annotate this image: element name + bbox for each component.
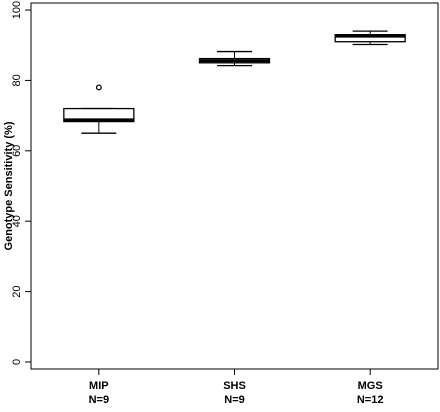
- y-axis-title: Genotype Sensitivity (%): [3, 121, 15, 250]
- x-category-label: MGS: [358, 380, 383, 392]
- x-category-n-label: N=9: [89, 394, 110, 406]
- x-axis-labels: MIP N=9 SHS N=9 MGS N=12: [89, 369, 384, 406]
- box-mgs: [334, 30, 406, 46]
- box-shs: [198, 50, 271, 67]
- outlier-point: [95, 84, 102, 91]
- x-category-label: MIP: [89, 380, 109, 392]
- y-axis: 0 20 40 60 80 100: [11, 1, 31, 365]
- box-mip: [63, 84, 135, 134]
- x-category-n-label: N=12: [357, 394, 384, 406]
- boxes: [63, 30, 406, 134]
- y-tick-label: 80: [11, 74, 23, 86]
- x-category-n-label: N=9: [224, 394, 245, 406]
- y-tick-label: 100: [11, 1, 23, 19]
- y-tick-label: 60: [11, 145, 23, 157]
- y-tick-label: 20: [11, 285, 23, 297]
- y-tick-label: 40: [11, 215, 23, 227]
- x-category-label: SHS: [223, 380, 246, 392]
- y-tick-label: 0: [11, 359, 23, 365]
